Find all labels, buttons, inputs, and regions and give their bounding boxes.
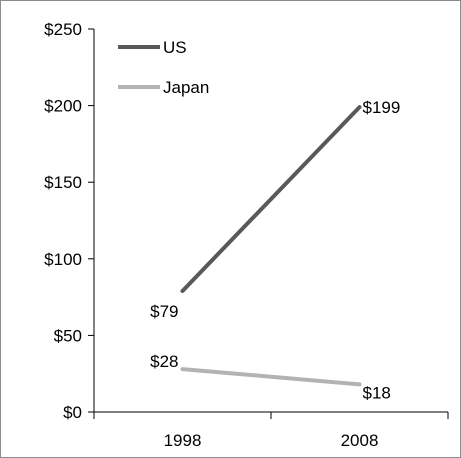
legend: US Japan bbox=[118, 38, 209, 97]
y-tick-label: $0 bbox=[63, 403, 82, 422]
y-tick-label: $200 bbox=[44, 97, 82, 116]
data-label-japan-2008: $18 bbox=[363, 383, 391, 402]
data-label-us-2008: $199 bbox=[363, 98, 401, 117]
x-tick-label: 2008 bbox=[341, 431, 379, 450]
y-tick-label: $250 bbox=[44, 20, 82, 39]
y-tick-label: $50 bbox=[54, 326, 82, 345]
series-lines bbox=[180, 105, 362, 387]
x-tick-label: 1998 bbox=[164, 431, 202, 450]
data-label-japan-1998: $28 bbox=[150, 352, 178, 371]
y-tick-label: $150 bbox=[44, 173, 82, 192]
y-tick-label: $100 bbox=[44, 250, 82, 269]
data-labels: $79 $199 $28 $18 bbox=[150, 98, 400, 402]
data-label-us-1998: $79 bbox=[150, 302, 178, 321]
series-line-us bbox=[180, 105, 362, 293]
axes: $0 $50 $100 $150 $200 $250 1998 2008 bbox=[44, 20, 449, 450]
legend-label-japan: Japan bbox=[163, 78, 209, 97]
legend-label-us: US bbox=[163, 38, 187, 57]
series-line-japan bbox=[180, 367, 362, 387]
